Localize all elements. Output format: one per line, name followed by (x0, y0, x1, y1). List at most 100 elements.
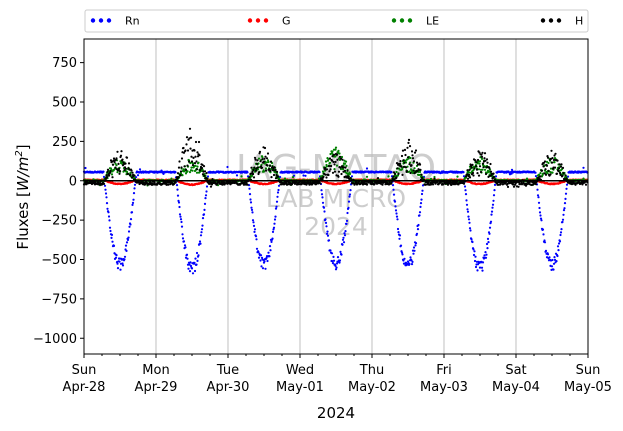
point-H (403, 148, 407, 151)
point-H (481, 162, 485, 165)
point-Rn (104, 192, 108, 195)
point-Rn (249, 198, 252, 201)
point-H (272, 173, 276, 177)
point-Rn (342, 241, 346, 244)
point-H (330, 159, 334, 162)
point-Rn (186, 257, 189, 260)
legend-marker (399, 18, 405, 23)
point-H (153, 181, 156, 184)
point-Rn (394, 209, 398, 212)
point-Rn (415, 232, 419, 235)
point-H (118, 172, 121, 175)
point-Rn (395, 212, 398, 215)
point-H (124, 167, 128, 170)
y-tick-label: −500 (41, 253, 77, 268)
point-Rn (539, 217, 543, 220)
point-H (489, 170, 493, 173)
point-Rn (269, 249, 272, 252)
point-H (365, 183, 369, 186)
point-Rn (490, 210, 494, 213)
point-Rn (417, 223, 420, 227)
point-H (274, 168, 277, 171)
point-Rn (103, 184, 107, 187)
point-H (265, 157, 269, 160)
point-Rn (469, 229, 472, 232)
point-Rn (129, 223, 132, 226)
point-Rn (178, 213, 182, 216)
point-H (274, 177, 278, 180)
point-Rn (195, 263, 198, 266)
point-Rn (84, 166, 87, 170)
point-H (522, 181, 525, 184)
point-LE (338, 152, 341, 155)
point-H (418, 163, 422, 166)
point-LE (195, 171, 199, 174)
point-H (402, 165, 406, 168)
point-Rn (114, 256, 118, 259)
point-Rn (136, 174, 140, 177)
point-H (275, 170, 279, 173)
point-Rn (185, 253, 189, 256)
point-H (258, 150, 262, 153)
point-Rn (338, 259, 342, 262)
point-H (398, 162, 402, 165)
point-LE (197, 161, 200, 164)
point-Rn (489, 220, 493, 223)
point-H (550, 161, 554, 164)
point-H (431, 183, 435, 186)
point-H (252, 168, 255, 172)
point-Rn (274, 215, 277, 218)
point-LE (257, 157, 261, 160)
point-LE (333, 168, 336, 171)
point-Rn (115, 254, 118, 257)
point-Rn (552, 268, 555, 271)
point-Rn (275, 200, 279, 203)
point-Rn (486, 247, 489, 250)
y-axis: −1000 −750 −500 −250 0 250 500 750 (33, 56, 84, 347)
point-Rn (203, 208, 206, 211)
point-H (415, 161, 419, 164)
point-LE (404, 159, 407, 162)
point-Rn (474, 265, 478, 269)
point-H (183, 165, 186, 168)
point-Rn (395, 215, 399, 218)
point-Rn (193, 269, 197, 273)
point-Rn (274, 207, 278, 210)
point-H (253, 156, 257, 159)
point-H (124, 162, 127, 165)
point-H (411, 157, 415, 160)
point-H (179, 170, 183, 173)
point-Rn (132, 192, 136, 195)
point-Rn (472, 253, 476, 257)
point-Rn (468, 227, 472, 230)
point-Rn (483, 254, 486, 257)
point-H (106, 170, 109, 173)
point-Rn (201, 224, 204, 227)
point-H (133, 174, 136, 177)
legend-marker (556, 18, 562, 23)
point-Rn (410, 259, 413, 262)
point-H (471, 171, 475, 175)
point-LE (325, 165, 329, 168)
point-H (396, 167, 399, 170)
point-Rn (326, 234, 330, 237)
point-Rn (121, 262, 124, 265)
point-Rn (226, 165, 229, 169)
point-Rn (560, 228, 563, 231)
point-Rn (321, 196, 324, 199)
point-Rn (556, 254, 559, 258)
x-tick-label-date: May-01 (276, 380, 324, 395)
point-LE (267, 160, 270, 164)
point-H (251, 173, 255, 176)
point-Rn (191, 272, 195, 275)
legend-marker (106, 18, 112, 23)
point-Rn (539, 214, 542, 217)
point-H (376, 177, 380, 180)
point-Rn (257, 251, 260, 254)
point-LE (478, 160, 482, 163)
point-Rn (248, 187, 251, 190)
point-LE (110, 173, 114, 176)
point-H (347, 175, 350, 178)
x-tick-label-day: Sun (72, 363, 97, 378)
point-Rn (408, 262, 411, 266)
